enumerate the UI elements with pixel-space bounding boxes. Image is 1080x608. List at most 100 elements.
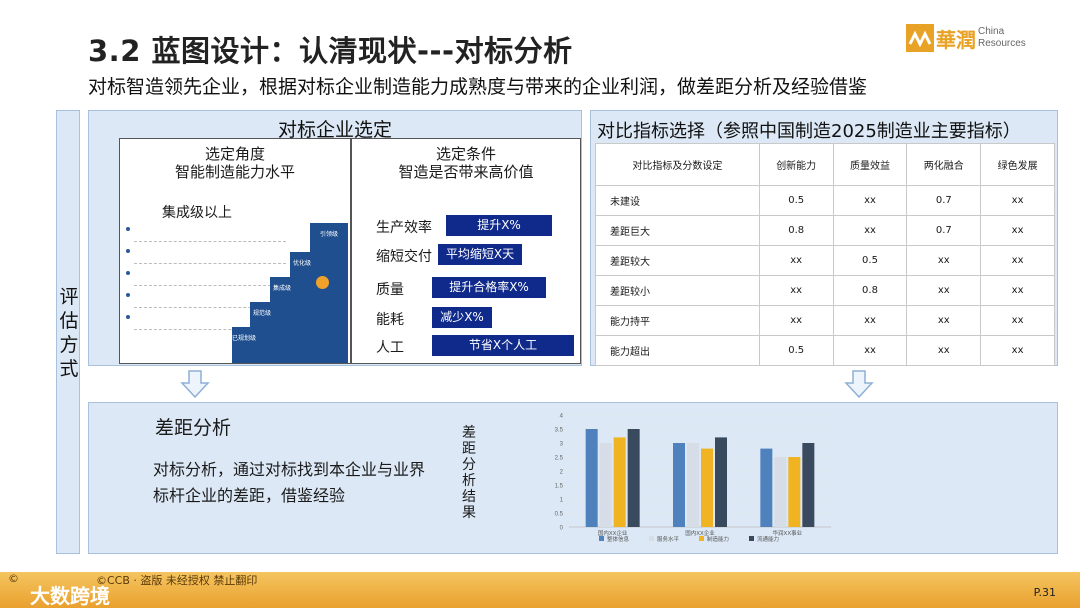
table-cell: 0.8 <box>758 215 834 246</box>
y-tick-label: 0.5 <box>555 512 564 518</box>
table-cell: 0.5 <box>758 185 834 216</box>
stair-level-2-label: 规范级 <box>252 310 271 317</box>
legend-swatch <box>599 536 604 541</box>
stair-level-3: 集成级 <box>270 277 294 363</box>
list-item <box>126 267 286 289</box>
table-cell: xx <box>758 245 834 276</box>
page-number: P.31 <box>1033 586 1056 599</box>
logo-en-text: China Resources <box>978 26 1026 50</box>
column-header: 创新能力 <box>758 143 834 186</box>
down-arrow-icon <box>844 370 874 398</box>
condition-label: 生产效率 <box>376 220 432 236</box>
condition-value-bar: 减少X% <box>432 307 492 328</box>
table-cell: xx <box>980 185 1055 216</box>
down-arrow-icon <box>180 370 210 398</box>
table-row: 差距巨大 0.8 xx 0.7 xx <box>595 215 1055 246</box>
indicator-table: 对比指标及分数设定 创新能力 质量效益 两化融合 绿色发展 未建设 0.5 xx… <box>595 143 1055 366</box>
y-tick-label: 0 <box>560 526 564 532</box>
table-cell: 能力持平 <box>595 305 760 336</box>
condition-value-bar: 平均缩短X天 <box>438 244 522 265</box>
condition-row: 质量 提升合格率X% <box>352 277 580 301</box>
logo-mark-icon <box>906 24 934 52</box>
condition-label: 质量 <box>376 282 404 298</box>
table-cell: 0.8 <box>832 275 908 306</box>
stair-level-5-label: 引领级 <box>319 231 338 238</box>
footer-brand: 大数跨境 <box>30 584 110 608</box>
table-cell: 未建设 <box>595 185 760 216</box>
table-cell: 0.5 <box>832 245 908 276</box>
legend-label: 制造能力 <box>707 535 729 543</box>
gap-description: 对标分析，通过对标找到本企业与业界标杆企业的差距，借鉴经验 <box>153 460 426 505</box>
table-cell: xx <box>906 275 982 306</box>
side-label: 评估方式 <box>57 285 81 381</box>
benchmark-inner-box: 选定角度 智能制造能力水平 集成级以上 引领级 优化级 集成级 规范级 已规划级… <box>119 138 581 364</box>
y-tick-label: 3 <box>560 442 564 448</box>
table-cell: xx <box>906 335 982 366</box>
stair-level-1: 已规划级 <box>232 327 256 363</box>
table-cell: xx <box>832 305 908 336</box>
condition-row: 缩短交付 平均缩短X天 <box>352 244 580 268</box>
condition-row: 能耗 减少X% <box>352 307 580 331</box>
bar <box>774 457 787 527</box>
stair-level-4: 优化级 <box>290 252 314 363</box>
gap-analysis-panel: 差距分析 对标分析，通过对标找到本企业与业界标杆企业的差距，借鉴经验 差距分析结… <box>88 402 1058 554</box>
indicator-panel: 对比指标选择（参照中国制造2025制造业主要指标） 对比指标及分数设定 创新能力… <box>590 110 1058 366</box>
indicator-title: 对比指标选择（参照中国制造2025制造业主要指标） <box>597 121 1021 142</box>
table-cell: 0.7 <box>906 185 982 216</box>
condition-value-bar: 提升合格率X% <box>432 277 546 298</box>
stair-level-1-label: 已规划级 <box>232 335 257 342</box>
legend-label: 整体信息 <box>607 535 630 543</box>
legend-swatch <box>699 536 704 541</box>
selection-condition-column: 选定条件 智造是否带来高价值 生产效率 提升X% 缩短交付 平均缩短X天 质量 … <box>352 139 580 363</box>
x-tick-label: 华润XX事业 <box>773 529 803 537</box>
column-header: 两化融合 <box>906 143 982 186</box>
table-row: 未建设 0.5 xx 0.7 xx <box>595 185 1055 216</box>
gap-title: 差距分析 <box>155 417 232 439</box>
selection-condition-title: 选定条件 <box>435 145 496 163</box>
benchmark-title: 对标企业选定 <box>277 119 392 141</box>
table-cell: xx <box>832 185 908 216</box>
list-item <box>126 245 286 267</box>
logo-cn-text: 華潤 <box>936 28 976 52</box>
bar <box>585 429 598 527</box>
table-row: 能力超出 0.5 xx xx xx <box>595 335 1055 366</box>
page-subtitle: 对标智造领先企业，根据对标企业制造能力成熟度与带来的企业利润，做差距分析及经验借… <box>88 76 868 98</box>
bar <box>687 443 699 527</box>
logo-en-line1: China <box>978 26 1005 37</box>
table-cell: 差距巨大 <box>595 215 760 246</box>
column-header: 绿色发展 <box>980 143 1055 186</box>
bar <box>627 429 640 527</box>
gap-result-label: 差距分析结果 <box>462 425 476 521</box>
selection-condition-subtitle: 智造是否带来高价值 <box>398 163 534 181</box>
condition-label: 能耗 <box>376 312 404 328</box>
table-cell: xx <box>832 335 908 366</box>
table-cell: xx <box>980 215 1055 246</box>
stair-level-4-label: 优化级 <box>292 260 311 267</box>
footer-mark: © <box>8 572 19 585</box>
footer-copyright: ©CCB · 盗版 未经授权 禁止翻印 <box>96 574 258 587</box>
table-cell: 能力超出 <box>595 335 760 366</box>
column-header: 质量效益 <box>832 143 908 186</box>
bar <box>599 443 612 527</box>
table-cell: 0.7 <box>906 215 982 246</box>
current-level-dot-icon <box>316 276 329 289</box>
column-header: 对比指标及分数设定 <box>595 143 760 186</box>
logo-en-line2: Resources <box>978 38 1026 49</box>
table-cell: xx <box>906 305 982 336</box>
bar <box>613 437 626 527</box>
gate-label: 集成级以上 <box>162 205 232 221</box>
legend-swatch <box>649 536 654 541</box>
x-tick-label: 国内XX企业 <box>598 529 628 537</box>
table-header-row: 对比指标及分数设定 创新能力 质量效益 两化融合 绿色发展 <box>595 143 1055 186</box>
list-item <box>126 289 286 311</box>
table-row: 差距较小 xx 0.8 xx xx <box>595 275 1055 306</box>
table-cell: 差距较大 <box>595 245 760 276</box>
list-item <box>126 223 286 245</box>
bar <box>673 443 685 527</box>
benchmark-panel: 对标企业选定 选定角度 智能制造能力水平 集成级以上 引领级 优化级 集成级 规… <box>88 110 582 366</box>
y-tick-label: 1 <box>560 498 564 504</box>
side-label-text: 评估方式 <box>59 286 79 380</box>
list-item <box>126 311 286 333</box>
table-cell: xx <box>980 335 1055 366</box>
legend-label: 流通能力 <box>757 535 779 543</box>
